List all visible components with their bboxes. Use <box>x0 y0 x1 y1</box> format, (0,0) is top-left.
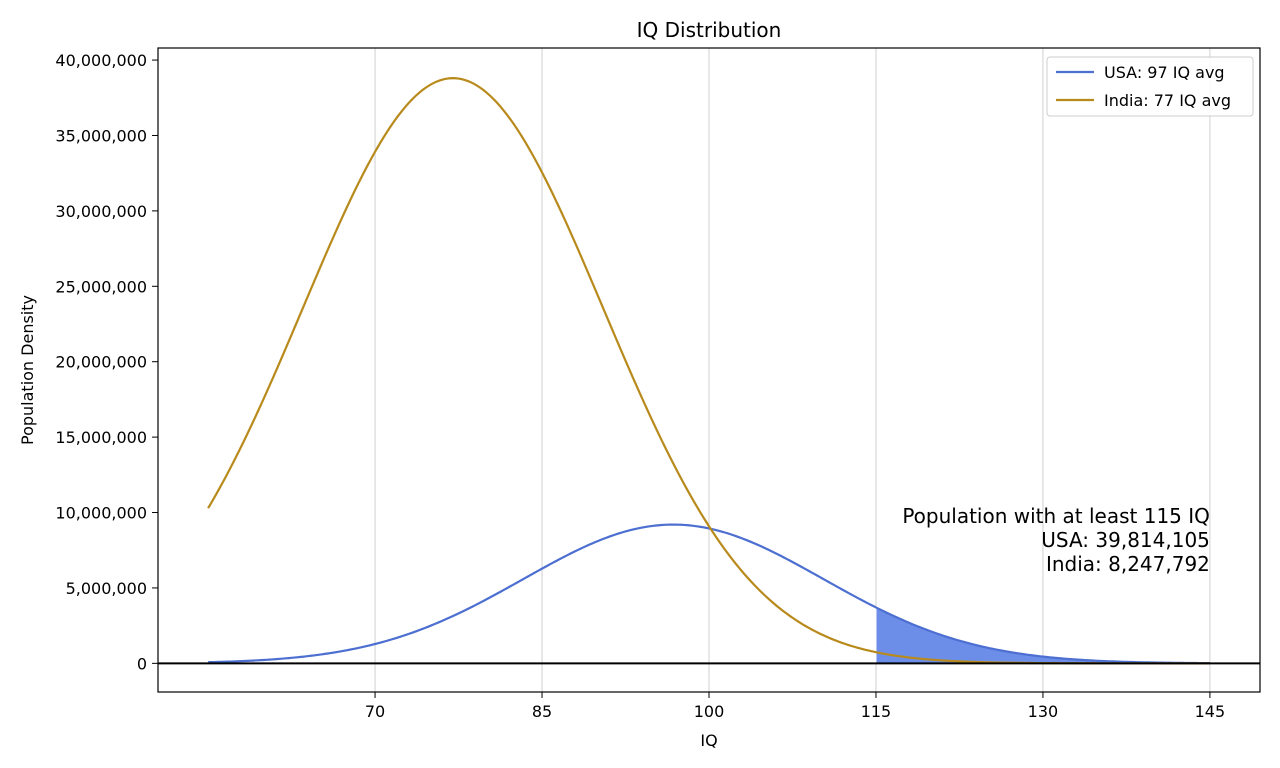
y-tick-label: 30,000,000 <box>55 202 147 221</box>
legend-box <box>1046 56 1254 117</box>
y-tick-label: 10,000,000 <box>55 504 147 523</box>
legend-label: India: 77 IQ avg <box>1104 91 1231 110</box>
y-tick-label: 5,000,000 <box>66 579 147 598</box>
annotation-line: India: 8,247,792 <box>1046 552 1210 576</box>
legend-label: USA: 97 IQ avg <box>1104 63 1225 82</box>
y-axis-title: Population Density <box>18 295 37 445</box>
gridlines <box>374 48 1211 692</box>
x-tick-label: 85 <box>532 702 552 721</box>
x-tick-label: 145 <box>1195 702 1226 721</box>
x-axis-title: IQ <box>700 731 717 750</box>
tail-fill-usa <box>875 607 1210 664</box>
y-tick-label: 15,000,000 <box>55 428 147 447</box>
y-tick-label: 25,000,000 <box>55 277 147 296</box>
x-axis-ticks: 70 85 100 115 130 145 <box>365 692 1225 721</box>
annotation-line: USA: 39,814,105 <box>1041 528 1210 552</box>
chart-title: IQ Distribution <box>637 18 782 42</box>
y-tick-label: 0 <box>137 654 147 673</box>
y-tick-label: 20,000,000 <box>55 353 147 372</box>
x-tick-label: 115 <box>861 702 892 721</box>
x-tick-label: 130 <box>1028 702 1059 721</box>
x-tick-label: 70 <box>365 702 385 721</box>
y-tick-label: 40,000,000 <box>55 51 147 70</box>
legend: USA: 97 IQ avg India: 77 IQ avg <box>1046 56 1254 117</box>
y-tick-label: 35,000,000 <box>55 126 147 145</box>
y-axis-ticks: 0 5,000,000 10,000,000 15,000,000 20,000,000… <box>55 51 158 673</box>
tail-fills <box>875 607 1210 664</box>
x-tick-label: 100 <box>694 702 725 721</box>
annotation-line: Population with at least 115 IQ <box>902 504 1210 528</box>
series-line-usa <box>208 523 1210 665</box>
